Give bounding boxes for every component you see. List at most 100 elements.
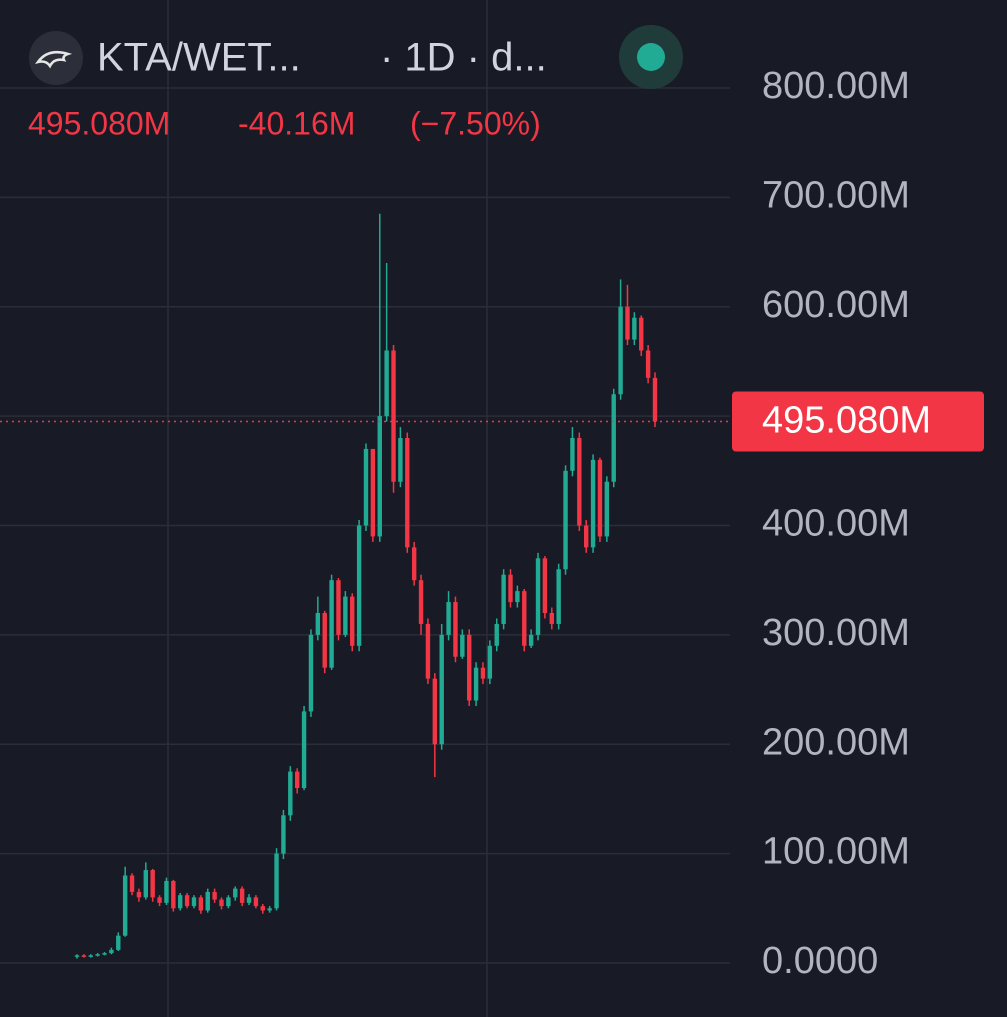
candle-body xyxy=(129,875,135,892)
candle-body xyxy=(425,623,431,679)
candle-body xyxy=(322,613,327,668)
candle-body xyxy=(522,591,527,646)
candle-body xyxy=(384,350,389,417)
candle-body xyxy=(233,888,238,898)
candle-body xyxy=(198,897,204,911)
candle-body xyxy=(150,870,155,898)
y-tick-label: 300.00M xyxy=(762,612,910,654)
candle-body xyxy=(432,678,438,745)
candle-body xyxy=(239,888,245,903)
y-tick-label: 200.00M xyxy=(762,721,910,763)
candle-body xyxy=(556,569,561,624)
candle-body xyxy=(164,880,169,903)
candle-body xyxy=(281,815,286,854)
candle-body xyxy=(370,448,376,537)
candle-body xyxy=(350,596,355,646)
candle-body xyxy=(274,853,279,909)
candle-body xyxy=(336,580,341,635)
symbol-title: KTA/WET... xyxy=(97,36,301,80)
y-tick-label: 700.00M xyxy=(762,174,910,216)
candle-body xyxy=(577,438,582,526)
y-tick-label: 400.00M xyxy=(762,503,910,545)
candle-body xyxy=(171,880,176,909)
status-dot xyxy=(637,43,665,71)
symbol-icon xyxy=(29,31,83,85)
y-tick-label: 800.00M xyxy=(762,65,910,107)
candle-body xyxy=(528,634,534,646)
candle-body xyxy=(625,306,630,340)
candle-body xyxy=(604,481,610,537)
candle-body xyxy=(570,438,575,471)
candle-body xyxy=(294,771,300,788)
interval: · 1D · d... xyxy=(380,36,547,80)
candle-body xyxy=(301,711,307,788)
candle-body xyxy=(377,416,382,537)
header: KTA/WET... · 1D · d... 495.080M -40.16M … xyxy=(28,25,683,141)
candle-body xyxy=(219,899,224,907)
candle-body xyxy=(315,613,321,635)
candle-body xyxy=(583,525,589,548)
candle-body xyxy=(535,558,541,635)
candle-body xyxy=(515,591,520,603)
candle-body xyxy=(343,596,348,635)
candle-body xyxy=(480,667,486,679)
candle-body xyxy=(611,394,616,482)
candle-body xyxy=(116,935,121,950)
candle-body xyxy=(508,574,513,603)
candle-body xyxy=(446,602,451,635)
candle-body xyxy=(88,955,93,957)
candle-body xyxy=(618,306,623,395)
change-percent: (−7.50%) xyxy=(410,105,541,141)
candle-body xyxy=(411,547,417,581)
candle-body xyxy=(501,574,506,624)
candle-body xyxy=(453,602,458,657)
candle-body xyxy=(157,897,162,903)
candle-body xyxy=(143,870,149,898)
candle-body xyxy=(467,634,472,701)
candle-body xyxy=(590,459,596,548)
candle-body xyxy=(363,448,369,526)
candle-body xyxy=(246,897,252,903)
candle-body xyxy=(549,613,554,624)
candles xyxy=(0,213,730,959)
candle-body xyxy=(645,350,651,378)
candle-body xyxy=(460,634,465,657)
candle-body xyxy=(632,317,637,340)
candle-body xyxy=(329,580,334,668)
candle-body xyxy=(494,623,499,646)
candle-body xyxy=(308,634,314,712)
last-price-tag-label: 495.080M xyxy=(762,400,931,442)
candle-body xyxy=(122,875,128,936)
candle-body xyxy=(260,906,265,911)
last-price-tag: 495.080M xyxy=(732,391,984,452)
candle-body xyxy=(439,634,444,745)
y-axis: 0.0000100.00M200.00M300.00M400.00M500.00… xyxy=(762,65,910,982)
candle-body xyxy=(398,438,403,482)
change: -40.16M xyxy=(238,105,355,141)
candle-body xyxy=(205,891,210,911)
y-tick-label: 600.00M xyxy=(762,284,910,326)
candle-body xyxy=(356,525,362,646)
candle-body xyxy=(102,953,107,955)
candle-body xyxy=(418,580,424,624)
candle-body xyxy=(267,908,272,911)
candle-body xyxy=(639,317,644,351)
candle-body xyxy=(542,558,548,613)
candle-body xyxy=(191,897,197,907)
symbol-icon-shape xyxy=(35,51,73,69)
candle-body xyxy=(288,771,293,816)
candle-body xyxy=(74,955,80,957)
candle-body xyxy=(652,377,658,422)
last-price-tag-bg xyxy=(732,391,984,452)
candle-body xyxy=(136,891,142,898)
candle-body xyxy=(95,954,100,956)
candle-body xyxy=(597,459,603,537)
last-price: 495.080M xyxy=(28,105,170,141)
candle-body xyxy=(109,949,114,954)
y-tick-label: 0.0000 xyxy=(762,940,878,982)
candle-body xyxy=(184,895,190,907)
candle-body xyxy=(473,667,479,701)
candle-body xyxy=(253,897,259,907)
candle-body xyxy=(487,645,493,679)
